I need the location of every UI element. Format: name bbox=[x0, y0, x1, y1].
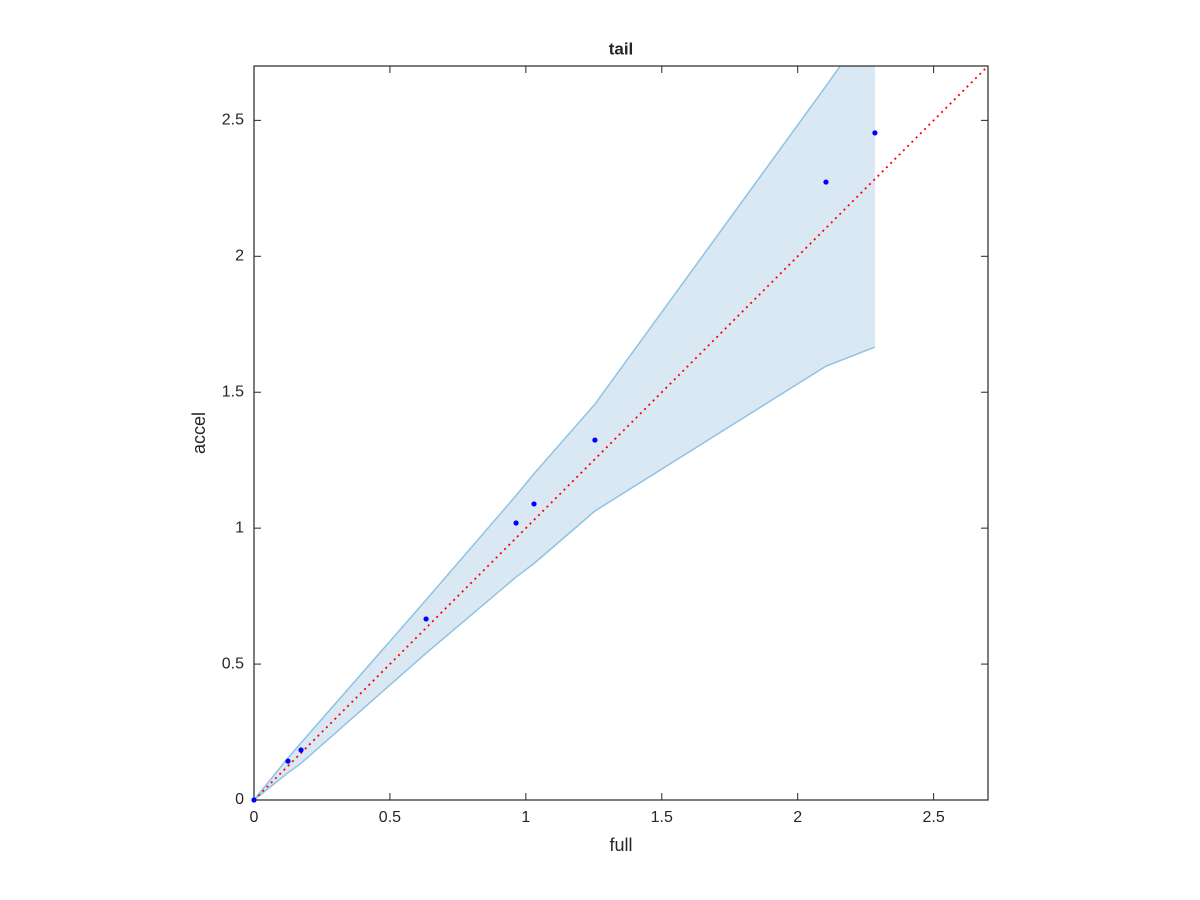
y-tick-label: 1 bbox=[235, 519, 244, 536]
data-point bbox=[285, 758, 291, 764]
data-point bbox=[423, 616, 429, 622]
y-tick-label: 2 bbox=[235, 248, 244, 265]
x-tick-label: 0.5 bbox=[379, 809, 401, 826]
data-point bbox=[251, 797, 257, 803]
plot-area bbox=[254, 66, 988, 800]
band-lower-edge bbox=[254, 346, 876, 800]
x-tick-label: 1 bbox=[521, 809, 530, 826]
x-axis-label: full bbox=[609, 835, 632, 855]
y-tick-label: 2.5 bbox=[222, 112, 244, 129]
x-tick-label: 2 bbox=[793, 809, 802, 826]
x-tick-label: 2.5 bbox=[923, 809, 945, 826]
data-point bbox=[298, 747, 304, 753]
y-tick-label: 0 bbox=[235, 791, 244, 808]
band-upper-edge bbox=[254, 66, 842, 800]
chart-title: tail bbox=[609, 39, 634, 58]
y-tick-label: 1.5 bbox=[222, 383, 244, 400]
data-point bbox=[823, 179, 829, 185]
reference-line bbox=[254, 66, 988, 800]
y-tick-label: 0.5 bbox=[222, 655, 244, 672]
data-point bbox=[872, 130, 878, 136]
confidence-band bbox=[254, 66, 875, 800]
x-tick-label: 0 bbox=[250, 809, 259, 826]
data-point bbox=[531, 501, 537, 507]
data-point bbox=[592, 437, 598, 443]
y-axis-label: accel bbox=[189, 412, 209, 454]
x-tick-label: 1.5 bbox=[651, 809, 673, 826]
axes-box bbox=[253, 65, 989, 801]
data-point bbox=[513, 520, 519, 526]
